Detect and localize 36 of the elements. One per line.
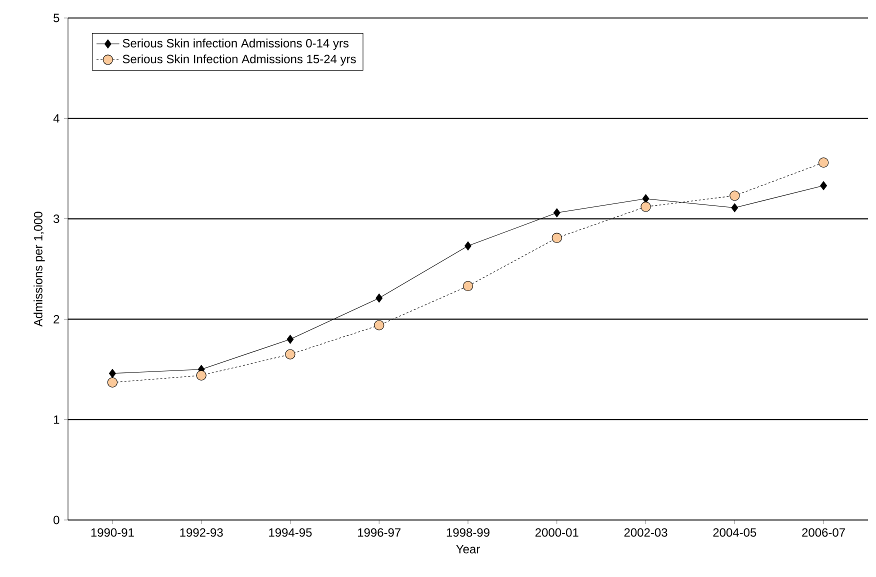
point — [196, 370, 206, 380]
point — [820, 181, 828, 190]
x-axis-title: Year — [456, 545, 480, 554]
point — [818, 158, 829, 168]
point — [107, 377, 118, 388]
x-tick-label: 1998-99 — [446, 528, 490, 537]
point — [464, 241, 472, 250]
legend-label: Serious Skin Infection Admissions 15-24 yrs — [122, 54, 356, 66]
point — [462, 280, 474, 292]
y-tick-label: 2 — [54, 314, 60, 324]
point — [552, 232, 562, 243]
point — [640, 202, 651, 212]
point — [374, 320, 384, 330]
point — [286, 334, 294, 344]
point — [553, 208, 560, 218]
y-tick-label: 3 — [54, 214, 60, 224]
x-tick-label: 2000-01 — [535, 528, 578, 537]
y-axis-title: Admissions per 1,000 — [34, 212, 45, 327]
y-tick-label: 1 — [54, 415, 60, 424]
point — [285, 349, 296, 360]
point — [108, 368, 116, 378]
x-tick-label: 2006-07 — [802, 528, 845, 537]
point — [730, 190, 740, 201]
point — [642, 194, 650, 204]
x-tick-label: 2004-05 — [713, 528, 756, 537]
y-tick-label: 0 — [54, 516, 60, 524]
x-tick-label: 2002-03 — [624, 528, 668, 537]
y-tick-label: 4 — [53, 114, 60, 123]
legend-label: Serious Skin infection Admissions 0-14 yrs — [122, 38, 349, 50]
x-tick-label: 1990-91 — [91, 528, 134, 537]
point — [376, 294, 383, 303]
y-tick-label: 5 — [54, 14, 60, 22]
point — [731, 203, 738, 212]
x-tick-label: 1992-93 — [180, 528, 223, 537]
x-tick-label: 1996-97 — [358, 528, 401, 537]
x-tick-label: 1994-95 — [269, 528, 312, 537]
